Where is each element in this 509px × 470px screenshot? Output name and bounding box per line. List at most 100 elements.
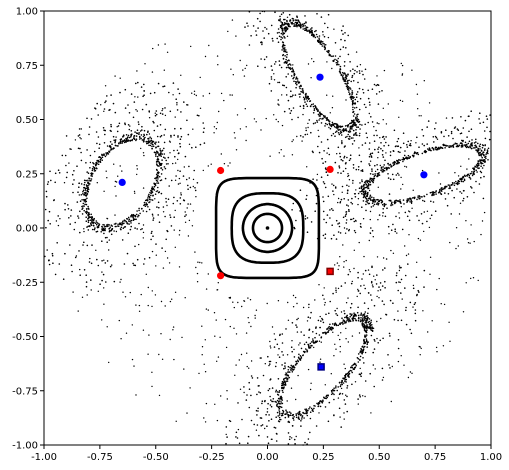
orbit-point [416,294,418,296]
orbit-point [452,138,454,140]
orbit-point [130,222,132,224]
orbit-point [297,375,298,376]
orbit-point [260,357,262,359]
orbit-point [179,143,181,145]
orbit-point [316,425,318,427]
orbit-point [155,115,157,117]
orbit-point [333,185,335,187]
orbit-point [93,225,95,227]
orbit-point [388,233,389,234]
orbit-point [422,170,423,171]
orbit-point [248,382,250,384]
orbit-point [181,136,183,138]
orbit-point [415,309,417,311]
orbit-point [333,387,335,389]
orbit-point [89,225,91,227]
orbit-point [394,161,396,163]
orbit-point [314,108,316,110]
orbit-point [372,178,374,180]
orbit-point [279,18,281,20]
orbit-point [472,175,474,177]
orbit-point [351,198,353,200]
orbit-point [450,213,452,215]
orbit-point [267,356,269,358]
orbit-point [106,177,107,178]
orbit-point [88,222,90,224]
orbit-point [336,292,337,293]
orbit-point [351,384,353,386]
orbit-point [435,149,437,151]
orbit-point [296,417,298,419]
orbit-point [129,112,131,114]
orbit-point [298,417,300,419]
orbit-point [287,36,288,37]
orbit-point [362,320,364,322]
orbit-point [414,304,416,306]
orbit-point [415,313,417,315]
orbit-point [99,223,101,225]
orbit-point [283,368,285,370]
orbit-point [262,400,264,402]
orbit-point [465,220,466,221]
orbit-point [294,74,296,76]
orbit-point [128,135,130,137]
orbit-point [268,390,270,392]
orbit-point [339,322,341,324]
orbit-point [293,203,295,205]
orbit-point [86,208,88,210]
orbit-point [369,190,370,191]
orbit-point [336,308,337,309]
orbit-point [293,416,295,418]
orbit-point [469,177,471,179]
orbit-point [461,181,463,183]
orbit-point [230,421,231,422]
orbit-point [352,335,353,336]
orbit-point [83,203,85,205]
orbit-point [206,403,207,404]
orbit-point [262,30,264,32]
orbit-point [250,299,251,300]
orbit-point [103,154,105,156]
orbit-point [91,263,93,265]
orbit-point [129,140,131,142]
orbit-point [268,414,270,416]
orbit-point [372,284,373,285]
orbit-point [284,55,286,57]
orbit-point [364,104,366,106]
orbit-point [366,320,368,322]
orbit-point [280,25,282,27]
orbit-point [339,153,341,155]
orbit-point [101,271,102,272]
orbit-point [377,290,378,291]
orbit-point [468,143,470,145]
orbit-point [345,395,346,396]
orbit-point [280,36,282,38]
orbit-point [371,335,373,337]
orbit-point [315,106,317,108]
orbit-point [471,139,473,141]
orbit-point [291,119,293,121]
orbit-point [179,170,181,172]
orbit-point [481,160,483,162]
orbit-point [64,253,66,255]
orbit-point [313,347,314,348]
orbit-point [122,142,124,144]
orbit-point [400,188,401,189]
orbit-point [439,189,441,191]
orbit-point [186,412,187,413]
orbit-point [422,200,424,202]
orbit-point [379,214,381,216]
orbit-point [279,414,281,416]
orbit-point [341,311,342,312]
orbit-point [246,332,247,333]
orbit-point [312,338,314,340]
orbit-point [132,263,134,265]
orbit-point [277,82,278,83]
orbit-point [227,31,228,32]
orbit-point [96,143,98,145]
orbit-point [354,250,355,251]
orbit-point [101,319,102,320]
orbit-point [483,159,485,161]
orbit-point [257,408,259,410]
orbit-point [411,333,413,335]
